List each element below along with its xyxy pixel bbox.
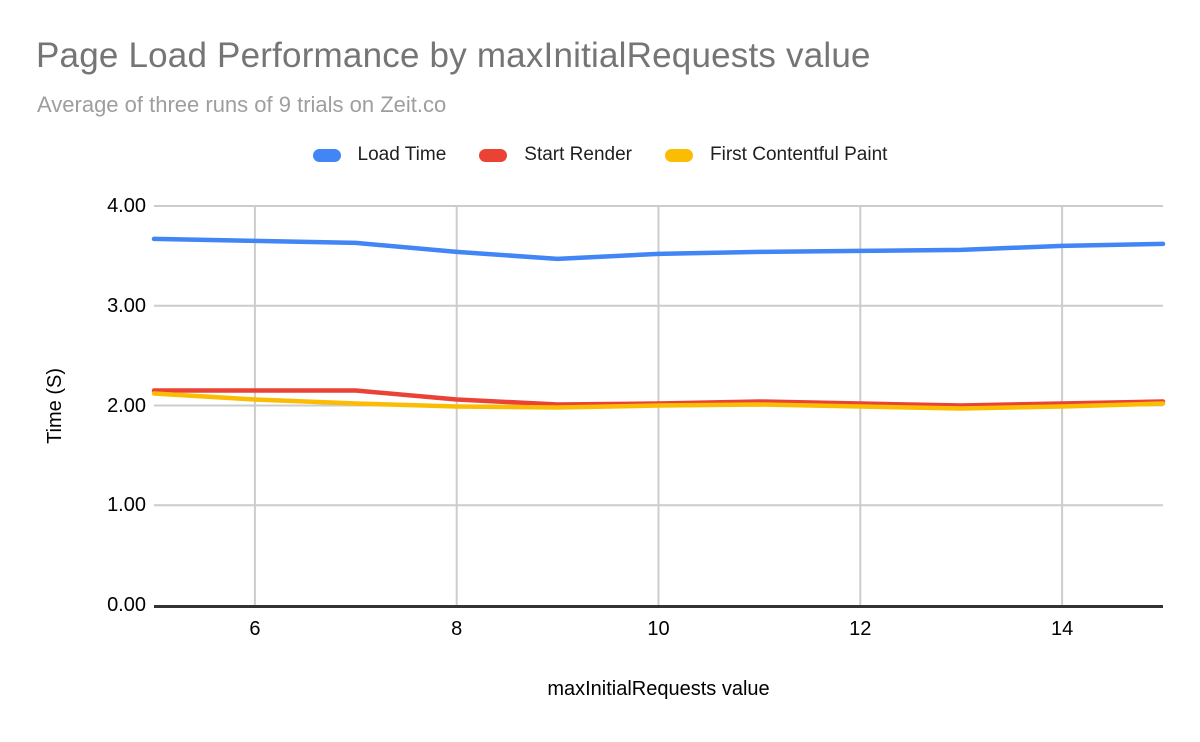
series-line-first-contentful-paint	[151, 391, 1166, 411]
legend-swatch-start-render-icon	[479, 148, 508, 162]
legend-item-first-contentful-paint: First Contentful Paint	[665, 144, 887, 166]
legend-swatch-first-contentful-paint-icon	[665, 148, 694, 162]
legend: Load Time Start Render First Contentful …	[0, 144, 1200, 166]
legend-item-start-render: Start Render	[479, 144, 632, 166]
legend-swatch-load-time-icon	[312, 148, 341, 162]
y-axis-title: Time (S)	[43, 368, 66, 444]
series-line-load-time	[151, 236, 1166, 262]
x-tick-label: 14	[1050, 618, 1074, 640]
x-tick-label: 10	[647, 618, 670, 640]
legend-item-load-time: Load Time	[312, 144, 447, 166]
y-tick-label: 4.00	[107, 195, 146, 217]
y-tick-label: 0.00	[107, 594, 146, 616]
y-tick-label: 3.00	[107, 294, 146, 317]
x-tick-label: 12	[849, 618, 872, 640]
chart-title: Page Load Performance by maxInitialReque…	[36, 36, 871, 75]
legend-label-first-contentful-paint: First Contentful Paint	[710, 144, 888, 165]
y-tick-label: 2.00	[107, 394, 146, 417]
legend-label-load-time: Load Time	[357, 144, 447, 165]
x-axis-title: maxInitialRequests value	[547, 678, 770, 700]
y-tick-label: 1.00	[107, 494, 146, 517]
chart-subtitle: Average of three runs of 9 trials on Zei…	[37, 92, 447, 117]
legend-label-start-render: Start Render	[524, 144, 633, 165]
x-tick-label: 6	[249, 618, 261, 640]
x-tick-label: 8	[451, 618, 463, 640]
